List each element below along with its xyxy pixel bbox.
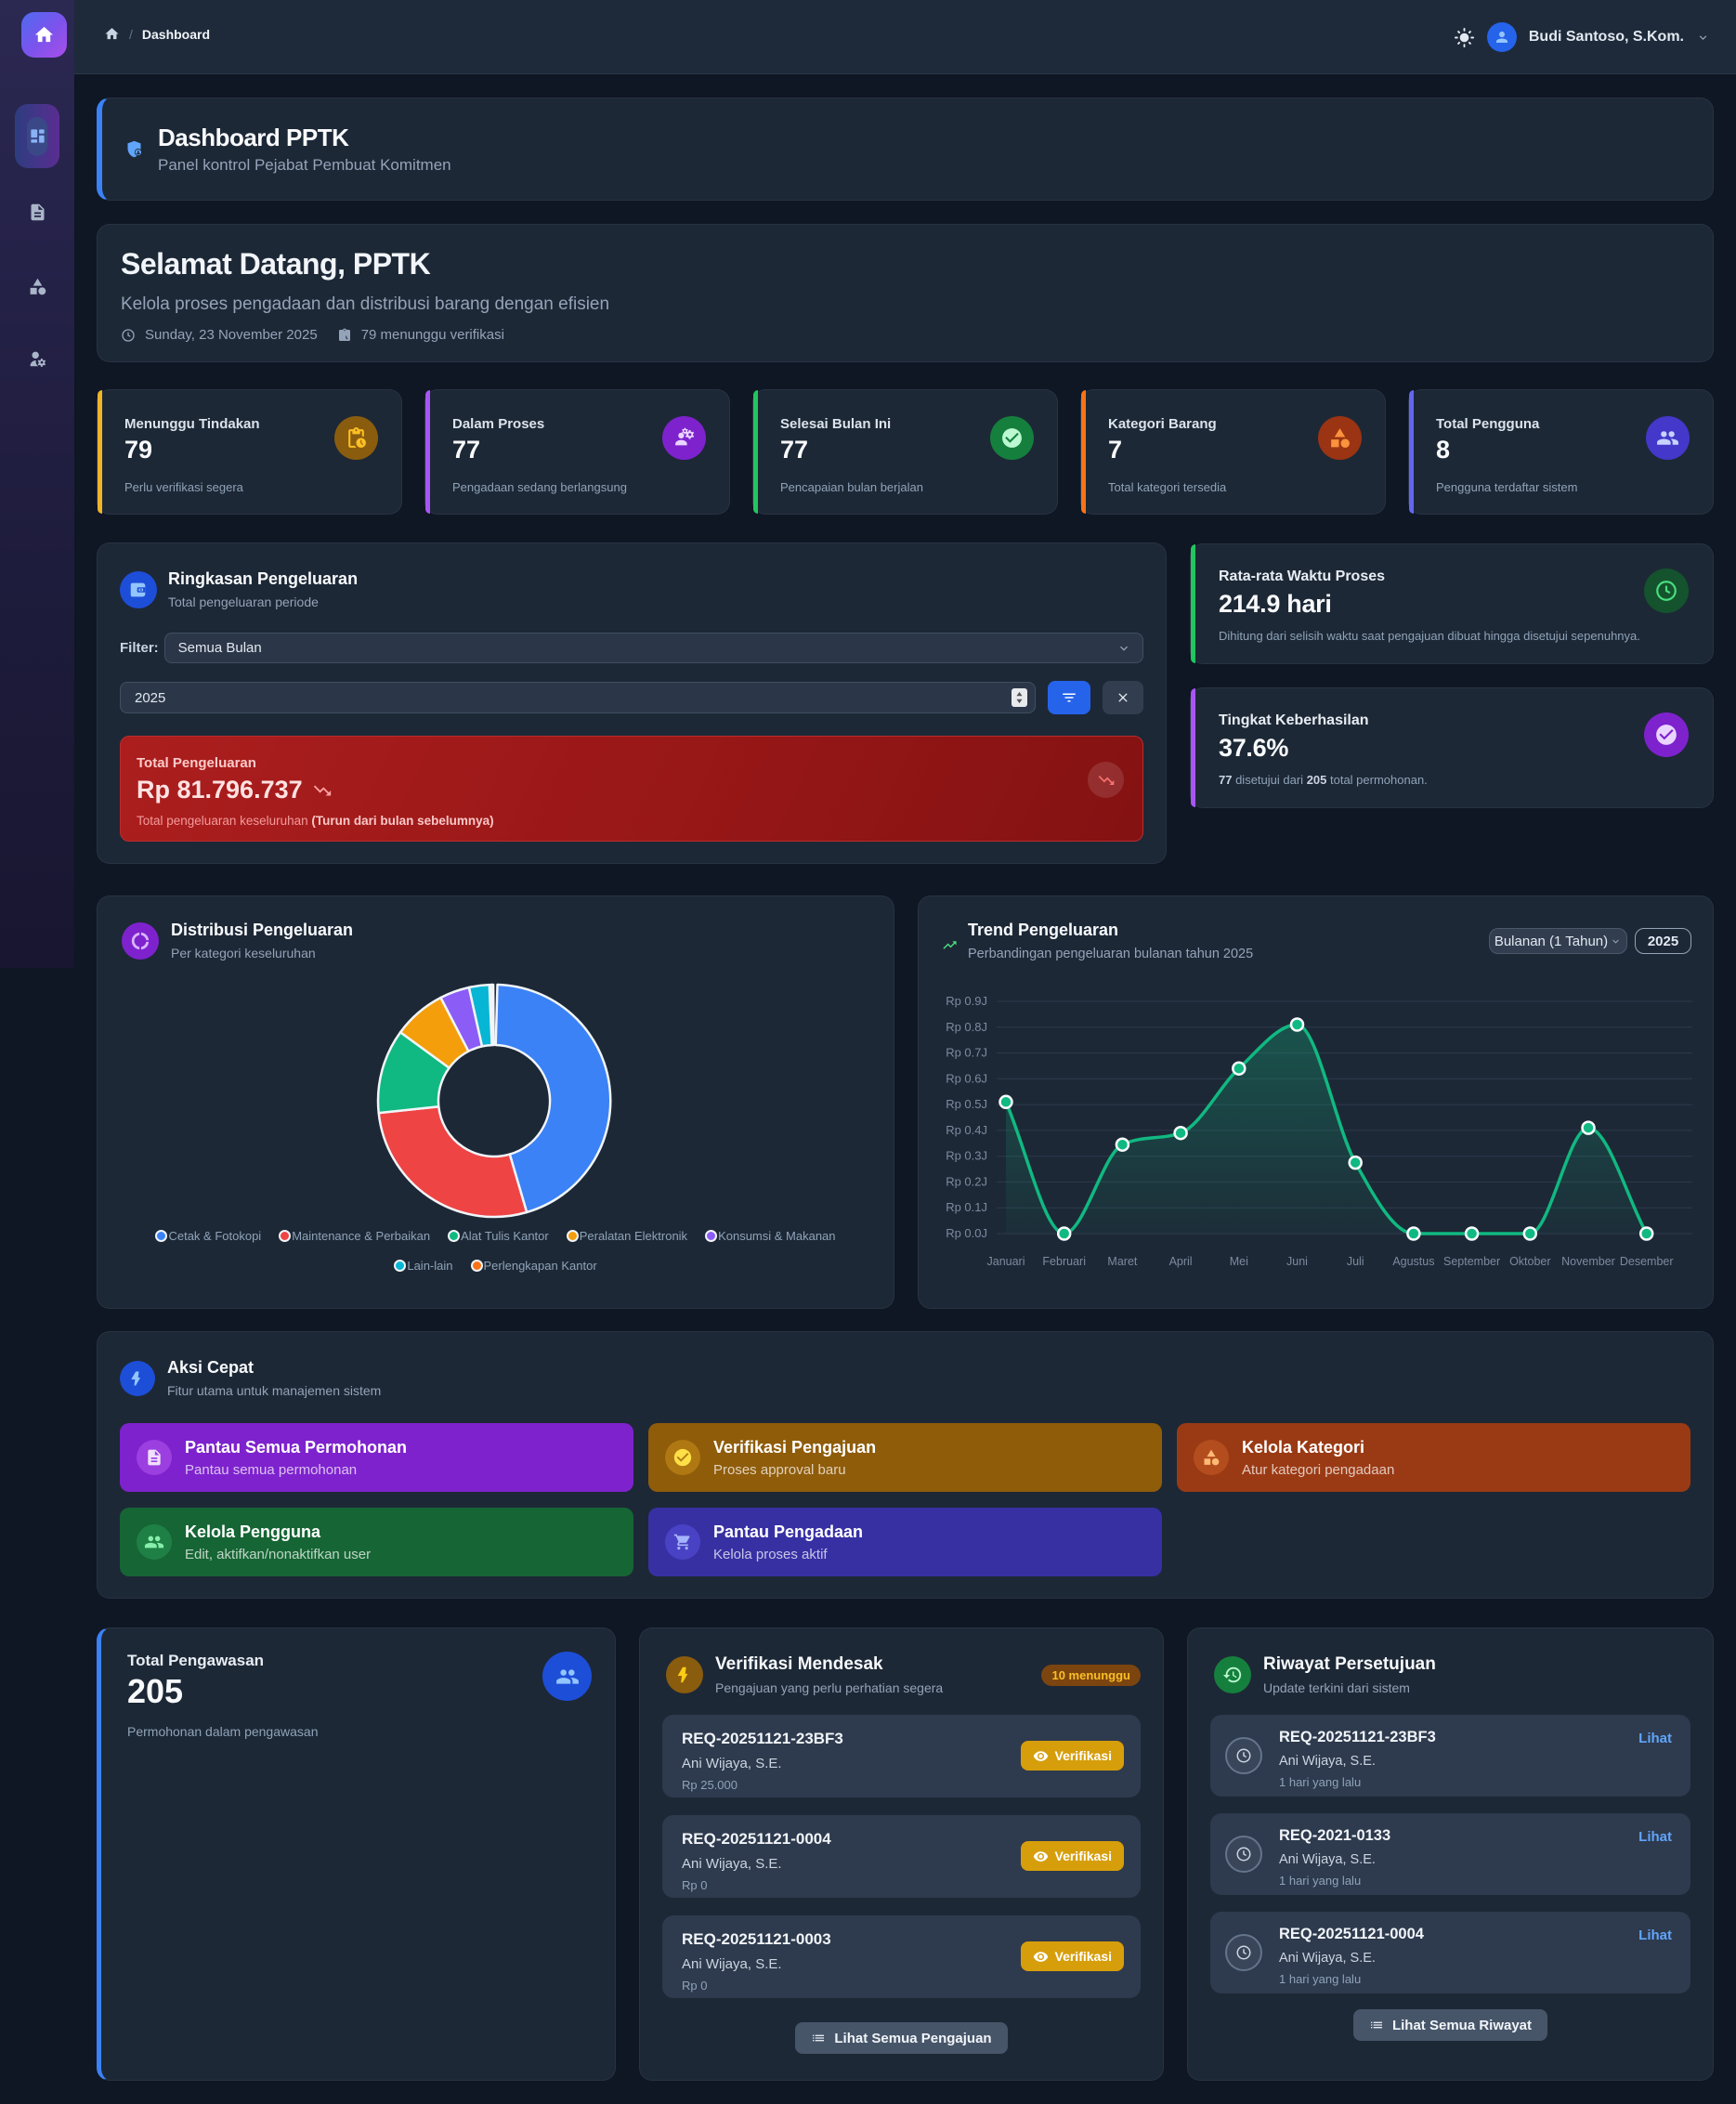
svg-text:Desember: Desember xyxy=(1620,1255,1674,1268)
svg-text:Agustus: Agustus xyxy=(1392,1255,1434,1268)
svg-text:Rp 0.3J: Rp 0.3J xyxy=(946,1149,987,1163)
svg-text:Rp 0.9J: Rp 0.9J xyxy=(946,994,987,1008)
svg-text:Januari: Januari xyxy=(987,1255,1025,1268)
svg-text:Rp 0.1J: Rp 0.1J xyxy=(946,1200,987,1214)
svg-text:Oktober: Oktober xyxy=(1509,1255,1550,1268)
svg-text:Mei: Mei xyxy=(1230,1255,1248,1268)
svg-text:Rp 0.8J: Rp 0.8J xyxy=(946,1020,987,1034)
svg-text:September: September xyxy=(1443,1255,1500,1268)
svg-text:Maret: Maret xyxy=(1107,1255,1137,1268)
svg-text:Rp 0.2J: Rp 0.2J xyxy=(946,1174,987,1188)
svg-text:Rp 0.4J: Rp 0.4J xyxy=(946,1123,987,1137)
svg-text:April: April xyxy=(1169,1255,1193,1268)
svg-text:Rp 0.0J: Rp 0.0J xyxy=(946,1226,987,1240)
svg-text:Februari: Februari xyxy=(1042,1255,1086,1268)
svg-text:Juli: Juli xyxy=(1347,1255,1364,1268)
svg-text:Juni: Juni xyxy=(1286,1255,1308,1268)
svg-text:Rp 0.7J: Rp 0.7J xyxy=(946,1046,987,1060)
svg-text:Rp 0.6J: Rp 0.6J xyxy=(946,1071,987,1085)
svg-text:Rp 0.5J: Rp 0.5J xyxy=(946,1097,987,1111)
svg-text:November: November xyxy=(1561,1255,1615,1268)
